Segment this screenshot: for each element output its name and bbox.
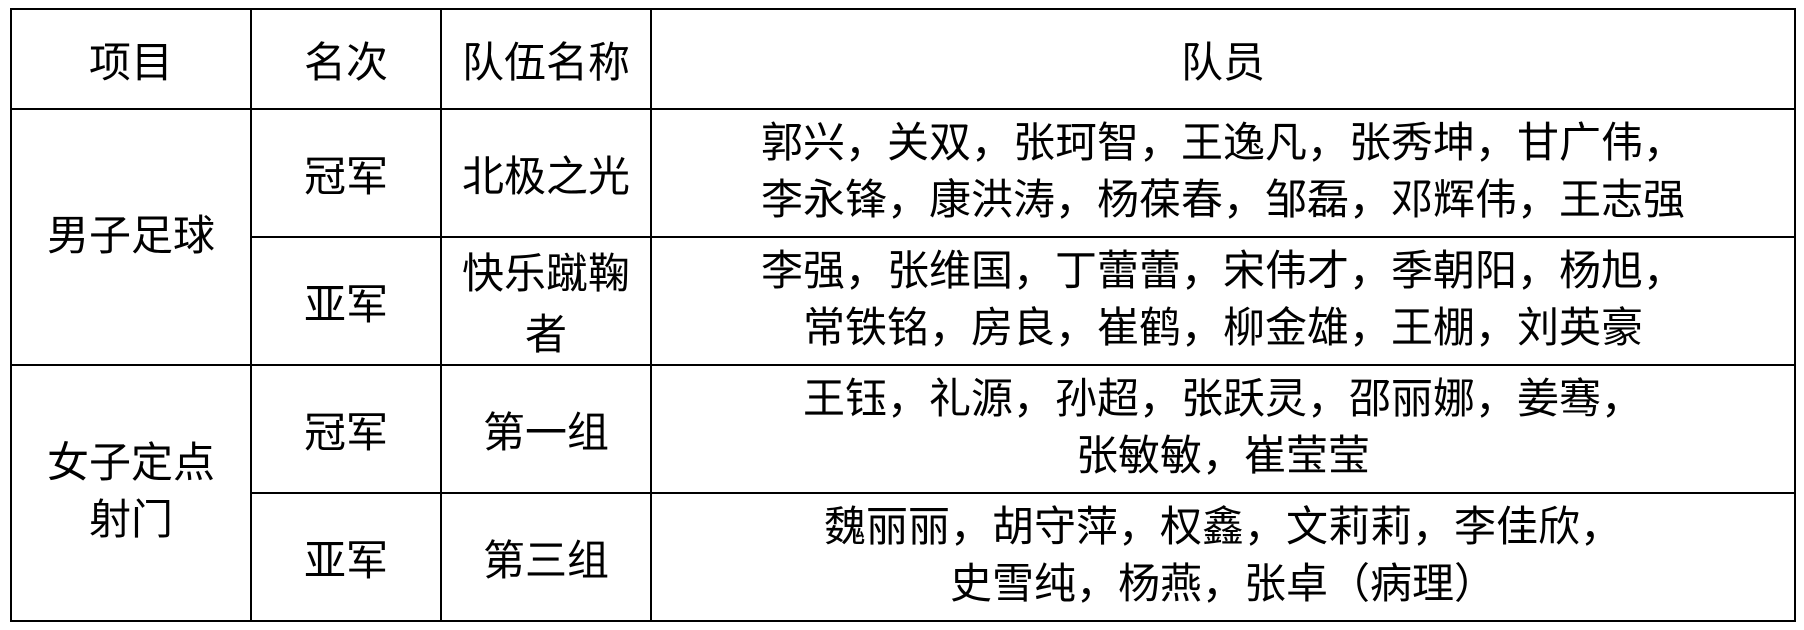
table-header-row: 项目 名次 队伍名称 队员 — [10, 8, 1796, 110]
rank-cell: 冠军 — [250, 364, 442, 494]
members-line: 史雪纯，杨燕，张卓（病理） — [949, 562, 1496, 608]
header-project: 项目 — [10, 8, 252, 110]
members-cell: 魏丽丽，胡守萍，权鑫，文莉莉，李佳欣， 史雪纯，杨燕，张卓（病理） — [650, 492, 1796, 622]
team-cell: 快乐蹴鞠者 — [440, 236, 652, 366]
rank-cell: 亚军 — [250, 492, 442, 622]
members-line: 李强，张维国，丁蕾蕾，宋伟才，季朝阳，杨旭， — [760, 249, 1685, 295]
members-line: 王钰，礼源，孙超，张跃灵，邵丽娜，姜骞， — [802, 377, 1643, 423]
project-line: 男子足球 — [46, 213, 215, 260]
table-row: 女子定点 射门 冠军 第一组 王钰，礼源，孙超，张跃灵，邵丽娜，姜骞， 张敏敏，… — [10, 364, 1796, 622]
rank-cell: 亚军 — [250, 236, 442, 366]
project-cell-womens-spot-shooting: 女子定点 射门 — [10, 364, 252, 622]
team-cell: 北极之光 — [440, 108, 652, 238]
members-cell: 李强，张维国，丁蕾蕾，宋伟才，季朝阳，杨旭， 常铁铭，房良，崔鹤，柳金雄，王棚，… — [650, 236, 1796, 366]
rank-cell: 冠军 — [250, 108, 442, 238]
table-row: 亚军 快乐蹴鞠者 李强，张维国，丁蕾蕾，宋伟才，季朝阳，杨旭， 常铁铭，房良，崔… — [11, 236, 1796, 366]
members-line: 李永锋，康洪涛，杨葆春，邹磊，邓辉伟，王志强 — [760, 178, 1685, 224]
results-table: 项目 名次 队伍名称 队员 男子足球 冠军 北极之光 郭兴，关双，张珂智，王逸凡… — [10, 8, 1796, 622]
members-line: 常铁铭，房良，崔鹤，柳金雄，王棚，刘英豪 — [802, 306, 1643, 352]
members-cell: 王钰，礼源，孙超，张跃灵，邵丽娜，姜骞， 张敏敏，崔莹莹 — [650, 364, 1796, 494]
header-team: 队伍名称 — [440, 8, 652, 110]
team-cell: 第一组 — [440, 364, 652, 494]
table-row: 亚军 第三组 魏丽丽，胡守萍，权鑫，文莉莉，李佳欣， 史雪纯，杨燕，张卓（病理） — [11, 492, 1796, 622]
members-line: 魏丽丽，胡守萍，权鑫，文莉莉，李佳欣， — [823, 505, 1622, 551]
project-cell-mens-football: 男子足球 — [10, 108, 252, 366]
members-cell: 郭兴，关双，张珂智，王逸凡，张秀坤，甘广伟， 李永锋，康洪涛，杨葆春，邹磊，邓辉… — [650, 108, 1796, 238]
members-line: 郭兴，关双，张珂智，王逸凡，张秀坤，甘广伟， — [760, 121, 1685, 167]
project-line: 射门 — [88, 498, 173, 544]
header-rank: 名次 — [250, 8, 442, 110]
project-line: 女子定点 — [46, 441, 215, 487]
team-cell: 第三组 — [440, 492, 652, 622]
header-members: 队员 — [650, 8, 1796, 110]
members-line: 张敏敏，崔莹莹 — [1075, 434, 1370, 480]
table-row: 男子足球 冠军 北极之光 郭兴，关双，张珂智，王逸凡，张秀坤，甘广伟， 李永锋，… — [10, 108, 1796, 366]
